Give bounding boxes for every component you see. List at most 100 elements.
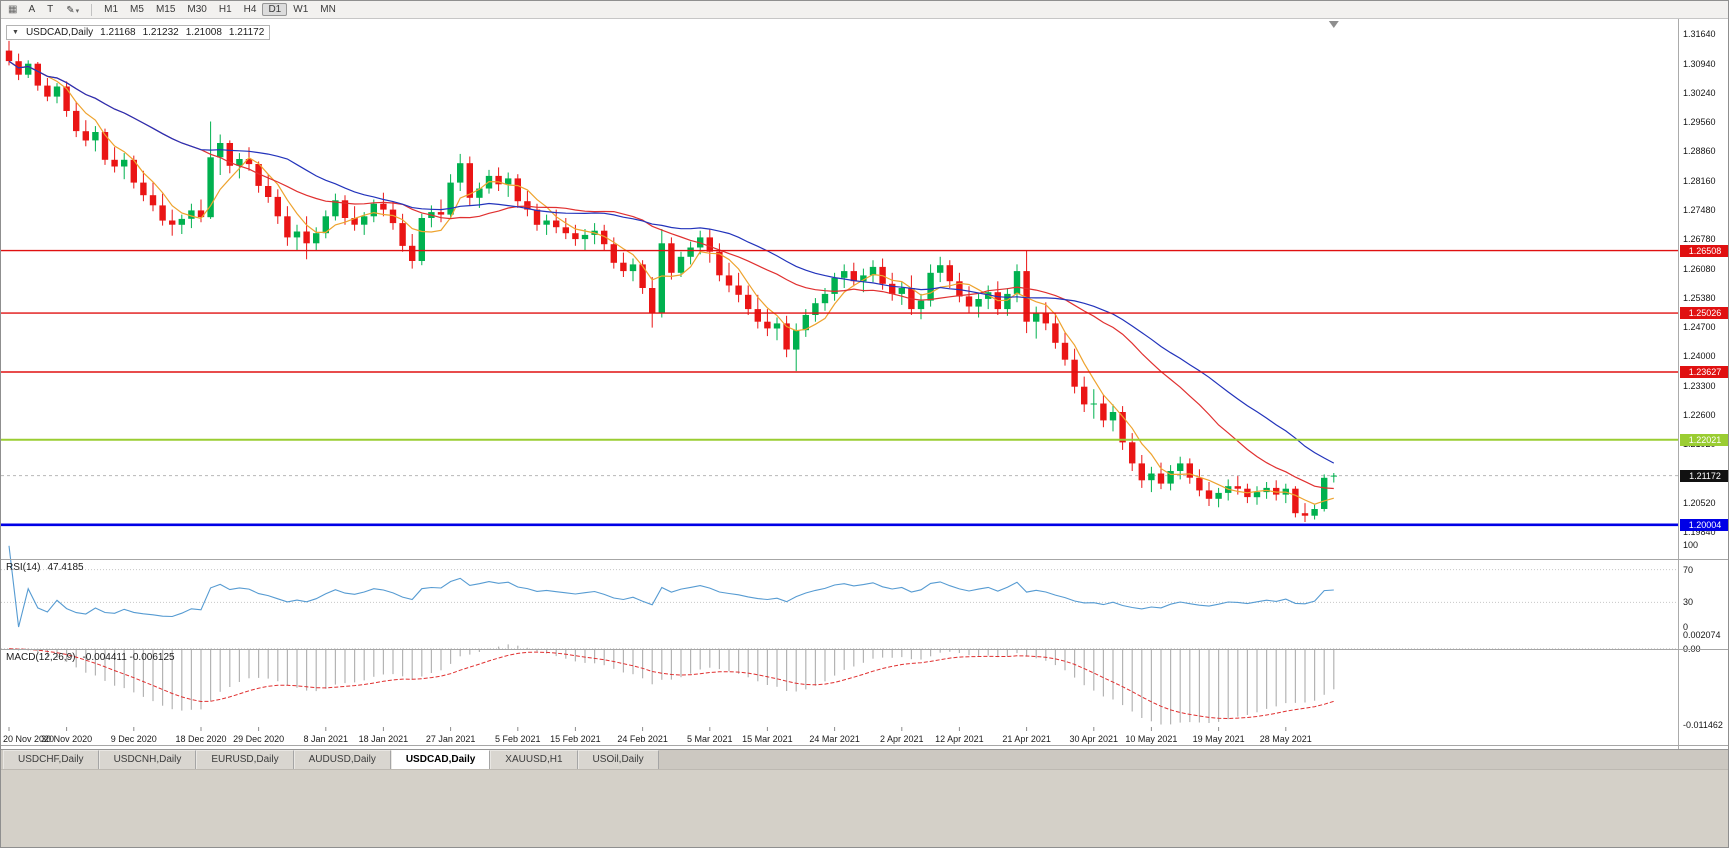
panel-separator — [1, 745, 1728, 746]
toolbar-button-t[interactable]: T — [47, 4, 54, 15]
ma-fast-line — [8, 60, 1334, 505]
macd-scale-label: 0.002074 — [1683, 630, 1721, 640]
ma-slow-line — [8, 60, 1335, 464]
price-axis-label: 1.19840 — [1683, 526, 1716, 537]
rsi-scale-label: 0 — [1683, 622, 1689, 632]
open-value: 1.21168 — [100, 27, 136, 38]
date-axis-label: 28 May 2021 — [1260, 734, 1312, 744]
price-axis-label: 1.26080 — [1683, 263, 1716, 274]
macd-signal-line — [8, 648, 1334, 720]
date-axis-label: 9 Dec 2020 — [111, 734, 157, 744]
date-axis-label: 5 Mar 2021 — [687, 734, 733, 744]
date-axis-label: 19 May 2021 — [1193, 734, 1245, 744]
price-axis-label: 1.28160 — [1683, 175, 1716, 186]
toolbar-button-a[interactable]: A — [28, 4, 36, 15]
timeframe-w1[interactable]: W1 — [293, 4, 309, 15]
rsi-scale-label: 100 — [1683, 540, 1699, 550]
macd-value: -0.004411 -0.006125 — [82, 652, 175, 663]
chart-tabs-bar: USDCHF,Daily USDCNH,Daily EURUSD,Daily AUDU… — [1, 749, 1728, 769]
toolbar-separator — [91, 3, 93, 16]
date-axis-label: 24 Mar 2021 — [809, 734, 860, 744]
price-axis-label: 1.30940 — [1683, 58, 1716, 69]
high-value: 1.21232 — [142, 27, 179, 38]
timeframe-h1[interactable]: H1 — [218, 4, 232, 15]
date-axis-label: 15 Feb 2021 — [550, 734, 601, 744]
price-tag-level: 1.22021 — [1680, 433, 1728, 446]
price-tag-current: 1.21172 — [1680, 469, 1728, 482]
timeframe-m30[interactable]: M30 — [187, 4, 207, 15]
ohlc-info-box: ▼ USDCAD,Daily 1.21168 1.21232 1.21008 1… — [6, 25, 271, 40]
chart-tab-usoil[interactable]: USOil,Daily — [577, 750, 659, 769]
chart-tab-audusd[interactable]: AUDUSD,Daily — [293, 750, 391, 769]
price-tag-level: 1.23627 — [1680, 366, 1728, 378]
main-chart-canvas[interactable]: 20 Nov 2020 30 Nov 2020 9 Dec 2020 18 Dec 2… — [1, 19, 1678, 749]
collapse-arrow-icon[interactable]: ▼ — [12, 29, 19, 36]
price-axis-label: 1.29560 — [1683, 116, 1716, 127]
date-axis-label: 12 Apr 2021 — [935, 734, 984, 744]
panel-separator[interactable] — [1, 559, 1728, 560]
date-axis-label: 29 Dec 2020 — [233, 734, 284, 744]
price-axis-label: 1.30240 — [1683, 88, 1716, 99]
date-axis-label: 21 Apr 2021 — [1002, 734, 1051, 744]
pencil-icon: ✎ — [66, 5, 75, 16]
date-axis-label: 8 Jan 2021 — [304, 734, 349, 744]
price-axis-label: 1.24700 — [1683, 321, 1716, 332]
price-axis-label: 1.20520 — [1683, 498, 1716, 509]
price-tag-level: 1.25026 — [1680, 307, 1728, 320]
price-tag-level: 1.26508 — [1680, 244, 1728, 257]
macd-histogram — [8, 644, 1335, 725]
date-axis-label: 2 Apr 2021 — [880, 734, 924, 744]
chart-tab-usdcnh[interactable]: USDCNH,Daily — [98, 750, 197, 769]
date-axis-label: 15 Mar 2021 — [742, 734, 793, 744]
timeframe-buttons: M1 M5 M15 M30 H1 H4 D1 W1 MN — [98, 2, 342, 17]
status-area — [1, 769, 1728, 847]
timeframe-m5[interactable]: M5 — [130, 4, 144, 15]
date-axis-label: 5 Feb 2021 — [495, 734, 541, 744]
date-axis-label: 18 Jan 2021 — [359, 734, 409, 744]
date-axis-label: 24 Feb 2021 — [617, 734, 668, 744]
timeframe-d1[interactable]: D1 — [262, 3, 288, 16]
chart-tab-usdchf[interactable]: USDCHF,Daily — [3, 750, 99, 769]
timeframe-h4[interactable]: H4 — [243, 4, 257, 15]
price-axis-label: 1.25380 — [1683, 293, 1716, 304]
date-axis-label: 30 Apr 2021 — [1070, 734, 1119, 744]
symbol-period-label: USDCAD,Daily — [25, 27, 94, 38]
timeframe-mn[interactable]: MN — [320, 4, 336, 15]
close-value: 1.21172 — [228, 27, 265, 38]
chart-tab-usdcad[interactable]: USDCAD,Daily — [390, 750, 491, 769]
date-axis-label: 27 Jan 2021 — [426, 734, 476, 744]
rsi-name: RSI(14) — [6, 562, 41, 573]
chart-tab-xauusd[interactable]: XAUUSD,H1 — [490, 750, 578, 769]
rsi-scale-label: 30 — [1683, 597, 1694, 608]
rsi-line — [8, 545, 1334, 628]
rsi-label: RSI(14) 47.4185 — [6, 562, 84, 573]
price-axis[interactable]: 1.31640 1.30940 1.30240 1.29560 1.28860 1.281… — [1678, 19, 1728, 749]
drawing-tools-dropdown[interactable]: ✎▾ — [60, 2, 85, 17]
low-value: 1.21008 — [185, 27, 222, 38]
chevron-down-icon: ▾ — [75, 8, 80, 15]
timeframe-m1[interactable]: M1 — [104, 4, 119, 15]
price-axis-label: 1.23300 — [1683, 380, 1716, 391]
price-axis-label: 1.31640 — [1683, 29, 1716, 40]
timeframe-m15[interactable]: M15 — [155, 4, 176, 15]
date-axis-label: 30 Nov 2020 — [41, 734, 92, 744]
macd-name: MACD(12,26,9) — [6, 652, 76, 663]
price-axis-label: 1.26780 — [1683, 234, 1716, 245]
chart-shift-marker[interactable] — [1328, 21, 1339, 28]
rsi-value: 47.4185 — [47, 562, 84, 573]
macd-label: MACD(12,26,9) -0.004411 -0.006125 — [6, 652, 175, 663]
chart-region: 20 Nov 2020 30 Nov 2020 9 Dec 2020 18 Dec 2… — [1, 19, 1728, 749]
candles — [5, 40, 1337, 522]
chart-menu-icon[interactable]: ▦ — [8, 4, 18, 15]
price-tag-level: 1.20004 — [1680, 518, 1728, 531]
price-axis-label: 1.28860 — [1683, 146, 1716, 157]
price-axis-label: 1.24000 — [1683, 351, 1716, 362]
macd-scale-label: -0.011462 — [1683, 720, 1723, 730]
date-axis-label: 18 Dec 2020 — [175, 734, 226, 744]
chart-tab-eurusd[interactable]: EURUSD,Daily — [196, 750, 294, 769]
rsi-scale-label: 70 — [1683, 564, 1694, 575]
panel-separator[interactable] — [1, 649, 1728, 650]
